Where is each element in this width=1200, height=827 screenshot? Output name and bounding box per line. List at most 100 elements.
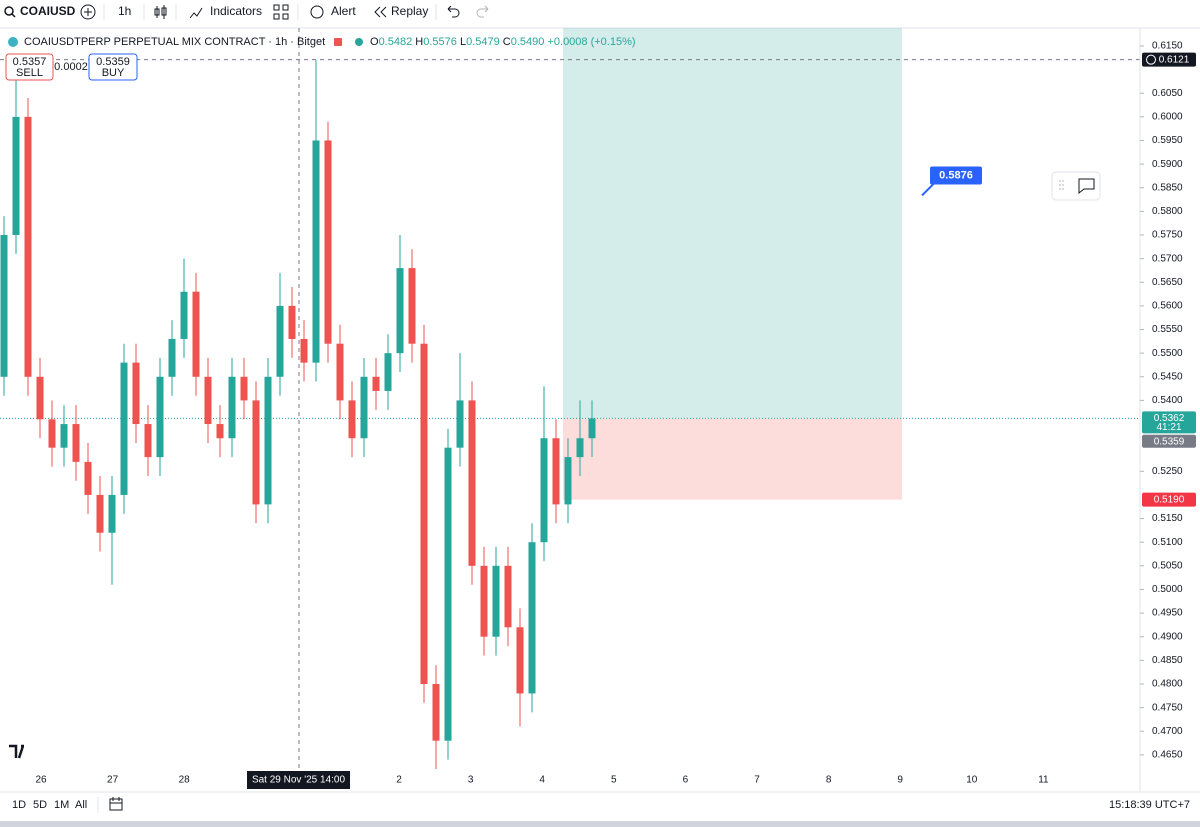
candle-body	[264, 376, 272, 505]
y-tick-label: 0.5450	[1152, 371, 1183, 382]
ohlc-key: H	[415, 36, 423, 48]
candle-body	[228, 376, 236, 439]
candle-body	[216, 424, 224, 439]
alert-icon	[310, 5, 324, 19]
candle-body	[96, 494, 104, 533]
current-box	[1142, 411, 1196, 434]
candle-body	[108, 494, 116, 533]
ohlc-value: 0.5576	[423, 36, 457, 48]
sell-price: 0.5357	[13, 56, 47, 68]
candle-body	[144, 424, 152, 458]
x-tick-label: 10	[966, 775, 978, 786]
ohlc-key: L	[460, 36, 466, 48]
current-label: 0.5362	[1154, 413, 1185, 424]
y-tick-label: 0.5050	[1152, 560, 1183, 571]
layouts-icon[interactable]	[273, 4, 289, 20]
crosshair-time-box	[247, 771, 350, 789]
y-tick-label: 0.4900	[1152, 631, 1183, 642]
candle-body	[252, 400, 260, 505]
candle-body	[12, 116, 20, 236]
candle-body	[504, 565, 512, 628]
candle-body	[492, 565, 500, 637]
alert-label: 0.6121	[1159, 54, 1190, 65]
candle-body	[468, 400, 476, 566]
x-tick-label: 7	[754, 775, 760, 786]
sell-button[interactable]	[5, 53, 54, 81]
candle-body	[48, 419, 56, 448]
y-tick-label: 0.6000	[1152, 111, 1183, 122]
note-label: 0.5876	[939, 169, 973, 181]
plot-area	[0, 28, 1140, 770]
candle-body	[132, 362, 140, 425]
candle-body	[408, 268, 416, 344]
range-button[interactable]: 1M	[54, 799, 69, 811]
x-tick-label: 6	[683, 775, 689, 786]
symbol[interactable]: COAIUSD	[20, 4, 76, 18]
y-tick-label: 0.5550	[1152, 324, 1183, 335]
candle-body	[576, 438, 584, 458]
y-tick-label: 0.5750	[1152, 230, 1183, 241]
candle-body	[24, 116, 32, 377]
note-box	[930, 166, 982, 185]
y-tick-label: 0.4850	[1152, 655, 1183, 666]
buy-label: BUY	[102, 67, 125, 79]
countdown: 41:21	[1156, 422, 1181, 433]
range-button[interactable]: 1D	[12, 799, 26, 811]
candle-body	[288, 305, 296, 339]
replay-button[interactable]: Replay	[391, 4, 428, 18]
stop-label: 0.5190	[1154, 494, 1185, 505]
ohlc-values: O0.5482 H0.5576 L0.5479 C0.5490 +0.0008 …	[370, 36, 636, 48]
indicators-button[interactable]: Indicators	[210, 4, 262, 18]
candle-body	[552, 438, 560, 505]
candle-body	[204, 376, 212, 425]
search-icon[interactable]	[4, 6, 14, 16]
bid-label: 0.5359	[1154, 436, 1185, 447]
buy-price: 0.5359	[96, 56, 130, 68]
x-tick-label: 8	[826, 775, 832, 786]
y-tick-label: 0.5850	[1152, 182, 1183, 193]
chart-type-icon[interactable]	[154, 5, 167, 19]
candle-body	[312, 140, 320, 363]
ohlc-value: 0.5490	[511, 36, 545, 48]
y-tick-label: 0.5000	[1152, 584, 1183, 595]
buy-button[interactable]	[88, 53, 138, 81]
market-status	[334, 38, 342, 46]
x-tick-label: 28	[179, 775, 191, 786]
search-icon-handle	[11, 13, 16, 18]
candle-body	[84, 461, 92, 495]
candle-body	[336, 343, 344, 401]
add-alert	[1146, 54, 1156, 65]
range-button[interactable]: 5D	[33, 799, 47, 811]
ohlc-key: O	[370, 36, 379, 48]
y-tick-label: 0.5650	[1152, 277, 1183, 288]
candle-body	[180, 291, 188, 339]
clock: 15:18:39 UTC+7	[1109, 799, 1190, 811]
candle-body	[588, 418, 596, 439]
redo[interactable]	[476, 5, 489, 18]
y-tick-label: 0.4950	[1152, 608, 1183, 619]
undo[interactable]	[447, 5, 460, 18]
interval[interactable]: 1h	[118, 4, 131, 18]
drawing-toolbar[interactable]	[1051, 171, 1101, 201]
spread: 0.0002	[54, 61, 88, 73]
x-tick-label: 11	[1038, 775, 1049, 786]
alert-button[interactable]: Alert	[331, 4, 356, 18]
y-tick-label: 0.5100	[1152, 537, 1183, 548]
range-button[interactable]: All	[75, 799, 87, 811]
candle-body	[120, 362, 128, 495]
date-range-icon[interactable]	[109, 797, 123, 811]
y-tick-label: 0.5150	[1152, 513, 1183, 524]
y-tick-label: 0.6050	[1152, 88, 1183, 99]
candle-body	[276, 305, 284, 377]
replay-icon	[374, 6, 387, 18]
add-symbol[interactable]	[80, 4, 96, 20]
x-tick-label: 5	[611, 775, 617, 786]
y-tick-label: 0.5400	[1152, 395, 1183, 406]
x-tick-label: 3	[468, 775, 474, 786]
y-tick-label: 0.4800	[1152, 679, 1183, 690]
comment-icon[interactable]	[1078, 178, 1095, 195]
profit-zone	[563, 28, 902, 419]
candle-body	[528, 542, 536, 694]
